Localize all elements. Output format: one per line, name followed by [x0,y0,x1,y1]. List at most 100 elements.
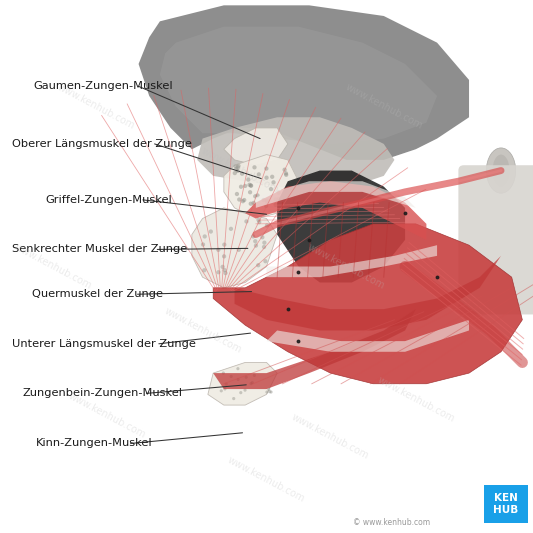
Circle shape [242,198,246,202]
Circle shape [236,165,240,169]
Circle shape [254,244,258,248]
Circle shape [277,197,281,201]
Circle shape [216,270,221,274]
Circle shape [247,183,252,187]
Polygon shape [213,309,416,389]
Circle shape [203,235,207,239]
Text: Unterer Längsmuskel der Zunge: Unterer Längsmuskel der Zunge [12,339,196,349]
Text: www.kenhub.com: www.kenhub.com [226,455,307,504]
Text: KEN
HUB: KEN HUB [493,494,519,515]
Circle shape [236,164,240,168]
Circle shape [239,391,243,394]
Text: www.kenhub.com: www.kenhub.com [13,242,94,291]
Circle shape [252,165,256,169]
Circle shape [253,194,257,198]
Polygon shape [192,208,277,288]
Text: www.kenhub.com: www.kenhub.com [66,391,147,440]
Circle shape [233,171,237,175]
Circle shape [248,201,253,206]
Polygon shape [139,5,469,160]
Circle shape [260,235,264,239]
Circle shape [262,240,266,245]
Circle shape [257,220,261,224]
Circle shape [270,390,273,393]
Circle shape [262,245,266,249]
Circle shape [253,239,257,244]
Circle shape [253,374,256,377]
Circle shape [268,390,271,393]
Circle shape [222,254,226,259]
Circle shape [257,172,261,176]
Circle shape [273,203,278,207]
Circle shape [284,171,288,175]
Polygon shape [245,181,426,240]
Text: www.kenhub.com: www.kenhub.com [55,82,136,131]
Circle shape [252,201,256,205]
Text: www.kenhub.com: www.kenhub.com [375,375,456,424]
Circle shape [216,248,221,252]
Circle shape [236,367,239,370]
Circle shape [209,229,213,233]
Text: Kinn-Zungen-Muskel: Kinn-Zungen-Muskel [36,439,153,448]
Circle shape [249,183,253,188]
Circle shape [251,381,254,384]
Circle shape [264,166,269,171]
Circle shape [282,167,287,172]
Polygon shape [235,256,501,330]
Polygon shape [208,362,277,405]
Polygon shape [224,155,298,219]
Polygon shape [224,128,288,165]
Circle shape [239,184,243,189]
Circle shape [264,204,268,208]
Circle shape [271,180,276,184]
Circle shape [265,391,269,394]
Text: Gaumen-Zungen-Muskel: Gaumen-Zungen-Muskel [33,82,173,91]
Circle shape [232,397,235,400]
Circle shape [237,248,241,252]
Text: Quermuskel der Zunge: Quermuskel der Zunge [32,289,163,299]
Text: www.kenhub.com: www.kenhub.com [290,413,371,462]
Text: Senkrechter Muskel der Zunge: Senkrechter Muskel der Zunge [12,245,187,254]
Circle shape [237,378,240,381]
Polygon shape [266,320,469,352]
Circle shape [269,187,273,191]
Text: www.kenhub.com: www.kenhub.com [162,306,243,355]
Circle shape [246,177,251,182]
Circle shape [230,375,233,378]
Circle shape [202,268,206,272]
Circle shape [248,183,253,188]
Circle shape [234,167,238,171]
Circle shape [270,175,274,179]
Circle shape [201,243,205,247]
Polygon shape [266,245,437,277]
Circle shape [262,198,266,202]
Circle shape [222,243,227,247]
Text: © www.kenhub.com: © www.kenhub.com [353,518,430,527]
Polygon shape [256,181,416,208]
Text: Oberer Längsmuskel der Zunge: Oberer Längsmuskel der Zunge [12,139,191,149]
Circle shape [263,259,268,263]
Circle shape [249,382,253,385]
Circle shape [244,219,248,223]
Circle shape [224,383,228,386]
Circle shape [256,263,260,268]
Circle shape [265,198,269,203]
Polygon shape [277,171,405,282]
Circle shape [273,197,278,201]
Circle shape [284,173,288,177]
Circle shape [236,169,240,173]
Text: www.kenhub.com: www.kenhub.com [306,242,387,291]
Text: www.kenhub.com: www.kenhub.com [199,146,280,195]
Circle shape [251,234,255,238]
Text: www.kenhub.com: www.kenhub.com [343,82,424,131]
Ellipse shape [486,148,516,193]
FancyBboxPatch shape [458,165,533,314]
Circle shape [240,172,244,176]
Circle shape [277,190,281,195]
Circle shape [233,164,238,168]
Circle shape [264,175,269,180]
Circle shape [244,389,247,392]
Text: Griffel-Zungen-Muskel: Griffel-Zungen-Muskel [45,195,172,205]
Polygon shape [160,27,437,144]
Circle shape [241,199,245,204]
